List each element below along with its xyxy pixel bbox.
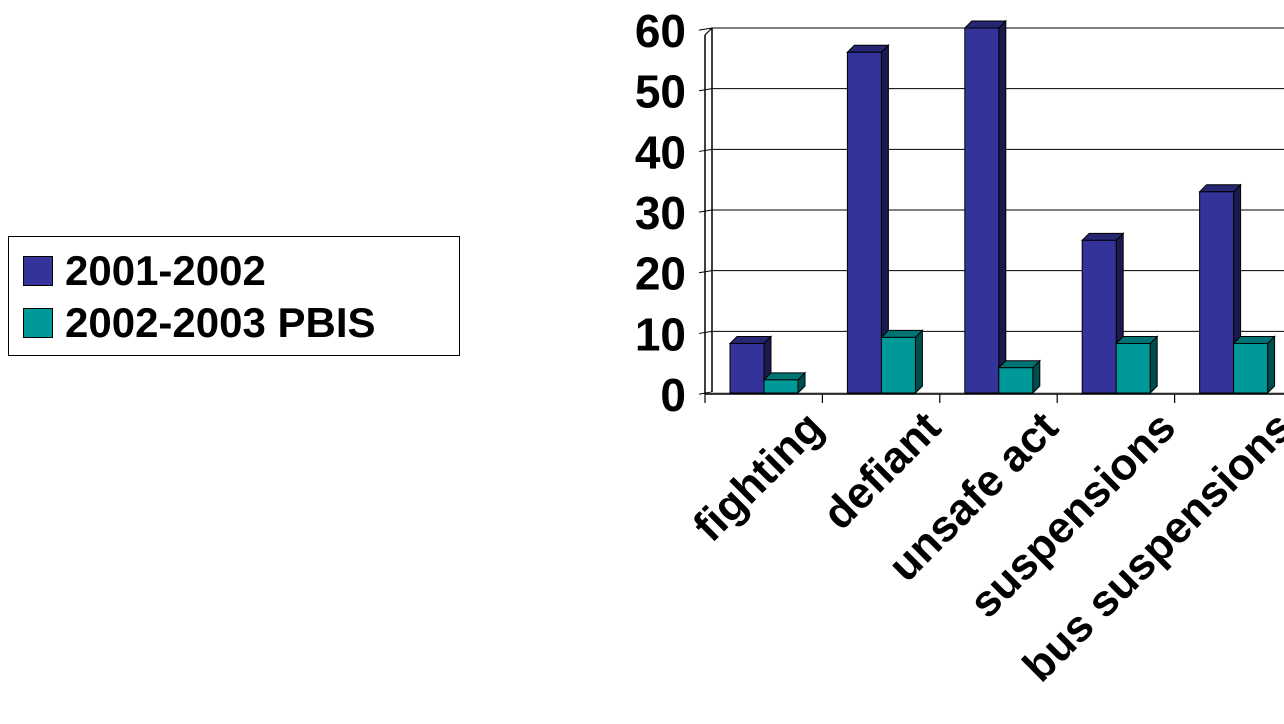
y-tick-labels: 0 10 20 30 40 50 60	[635, 5, 686, 421]
legend-swatch-series-2	[23, 308, 53, 338]
y-tick-label: 20	[635, 248, 686, 300]
bar-front	[1115, 342, 1151, 394]
bar-top	[1114, 335, 1159, 344]
bar-front	[998, 367, 1034, 394]
bar-2-unsafe-act	[997, 359, 1042, 395]
bar-top	[762, 372, 807, 381]
bar-side	[1149, 335, 1158, 395]
y-tick-label: 50	[635, 66, 686, 118]
bar-top	[1232, 335, 1276, 344]
bar-1-fighting	[728, 335, 773, 395]
bar-front	[1199, 191, 1235, 394]
y-tick-label: 60	[635, 5, 686, 57]
bar-front	[1233, 342, 1269, 394]
x-axis	[704, 393, 1284, 403]
bar-2-fighting	[762, 371, 807, 395]
y-tick-label: 40	[635, 126, 686, 178]
bar-top	[1198, 184, 1242, 193]
bar-side	[914, 329, 923, 395]
y-tick-label: 10	[635, 308, 686, 360]
bar-1-bus-suspensions	[1198, 183, 1242, 395]
bar-top	[963, 20, 1008, 29]
bar-front	[1081, 239, 1117, 394]
x-tick-label: suspensions	[960, 402, 1185, 627]
legend-item-series-2: 2002-2003 PBIS	[23, 299, 376, 346]
legend-label-series-1: 2001-2002	[65, 247, 266, 294]
bar-front	[964, 27, 1000, 394]
bar-1-defiant	[846, 44, 890, 395]
y-tick-mark	[698, 27, 713, 31]
bar-front	[880, 336, 916, 394]
bar-top	[728, 335, 773, 344]
legend: 2001-2002 2002-2003 PBIS	[8, 236, 460, 356]
bar-top	[880, 329, 924, 338]
bar-top	[1080, 232, 1125, 241]
legend-label-series-2: 2002-2003 PBIS	[65, 299, 376, 346]
legend-swatch-series-1	[23, 256, 53, 286]
bar-1-suspensions	[1080, 232, 1125, 395]
side-wall-top	[704, 27, 713, 36]
bar-side	[998, 19, 1007, 395]
bar-top	[997, 360, 1042, 369]
x-tick-label: fighting	[684, 402, 833, 551]
bar-front	[729, 342, 765, 394]
bars	[728, 19, 1276, 395]
bar-top	[846, 44, 890, 53]
bar-2-defiant	[880, 329, 924, 395]
bar-front	[763, 379, 799, 394]
y-tick-label: 0	[660, 369, 686, 421]
bar-2-bus-suspensions	[1232, 335, 1276, 395]
bar-2-suspensions	[1114, 335, 1159, 395]
y-tick-label: 30	[635, 187, 686, 239]
legend-item-series-1: 2001-2002	[23, 247, 266, 294]
bar-1-unsafe-act	[963, 19, 1008, 395]
bar-front	[846, 51, 882, 394]
bar-side	[1267, 335, 1276, 395]
